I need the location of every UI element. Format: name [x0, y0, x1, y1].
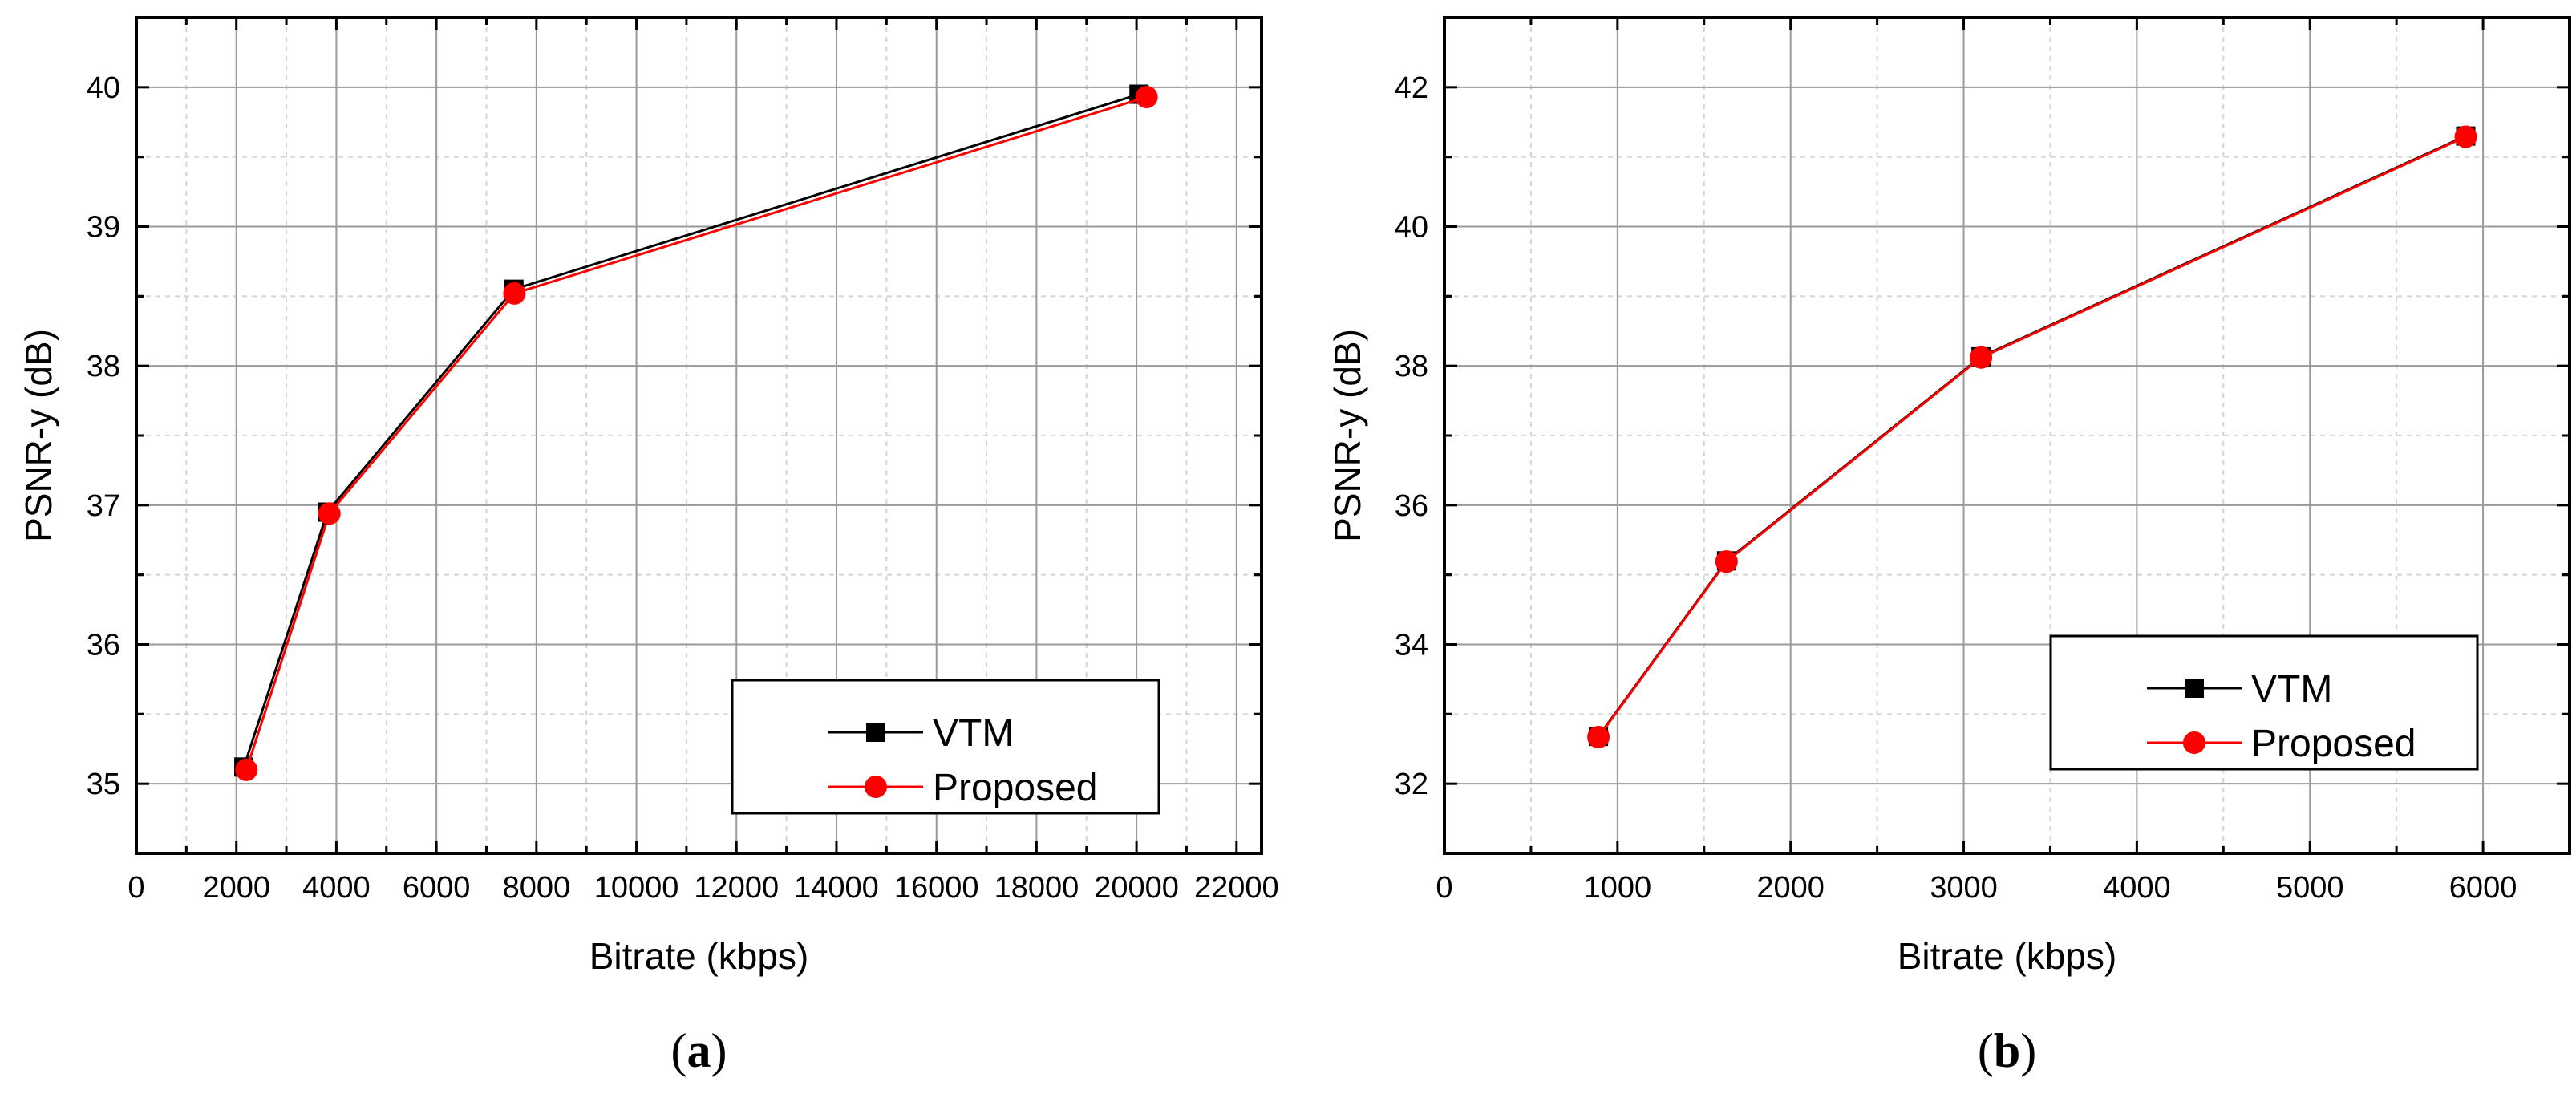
x-tick-label: 16000: [894, 871, 979, 905]
chart-a: 0 2000 4000 6000 8000 10000 12000 14000 16000 180…: [18, 18, 1279, 1077]
legend-label: Proposed: [933, 767, 1097, 809]
x-tick-label: 6000: [403, 871, 471, 905]
x-tick-label: 2000: [202, 871, 270, 905]
caption-open: (: [1978, 1024, 1994, 1077]
legend: VTM Proposed: [2051, 636, 2477, 769]
x-tick-label: 4000: [2103, 871, 2171, 905]
x-tick-label: 22000: [1194, 871, 1279, 905]
x-tick-label: 4000: [302, 871, 371, 905]
figure-caption: (a): [671, 1024, 727, 1077]
legend-marker-vtm: [867, 723, 885, 741]
data-point-proposed: [504, 283, 525, 304]
y-tick-label: 35: [87, 768, 120, 801]
x-axis-title: Bitrate (kbps): [1898, 935, 2117, 977]
y-tick-label: 34: [1395, 629, 1428, 662]
x-tick-label: 12000: [694, 871, 779, 905]
x-axis-title: Bitrate (kbps): [589, 935, 809, 977]
x-tick-label: 14000: [794, 871, 879, 905]
y-tick-label: 40: [1395, 211, 1428, 245]
x-tick-label: 10000: [594, 871, 679, 905]
x-tick-label: 0: [1436, 871, 1452, 905]
x-tick-label: 0: [128, 871, 144, 905]
caption-close: ): [711, 1024, 727, 1077]
y-tick-label: 40: [87, 71, 120, 105]
y-tick-label: 38: [87, 350, 120, 383]
data-point-proposed: [1588, 727, 1609, 748]
data-point-proposed: [1970, 347, 1991, 368]
x-tick-label: 3000: [1930, 871, 1998, 905]
legend: VTM Proposed: [732, 680, 1159, 813]
y-axis-title: PSNR-y (dB): [1326, 329, 1368, 542]
y-axis-title: PSNR-y (dB): [18, 329, 59, 542]
x-tick-label: 1000: [1584, 871, 1652, 905]
figure: 0 2000 4000 6000 8000 10000 12000 14000 16000 180…: [0, 0, 2576, 1094]
legend-marker-proposed: [2184, 732, 2205, 753]
legend-marker-vtm: [2185, 679, 2203, 697]
data-point-proposed: [2455, 126, 2476, 147]
data-point-proposed: [1716, 551, 1737, 572]
y-tick-label: 37: [87, 489, 120, 523]
caption-close: ): [2020, 1024, 2036, 1077]
series-line-proposed: [246, 97, 1146, 770]
x-tick-label: 6000: [2449, 871, 2517, 905]
series-line-vtm: [244, 95, 1139, 768]
y-tick-label: 39: [87, 211, 120, 245]
y-tick-label: 36: [1395, 489, 1428, 523]
caption-letter: a: [687, 1024, 711, 1077]
x-tick-label: 20000: [1094, 871, 1179, 905]
y-tick-label: 36: [87, 629, 120, 662]
legend-marker-proposed: [865, 776, 886, 797]
chart-b: 0 1000 2000 3000 4000 5000 6000 32 34 36 38 40 42 VTM…: [1326, 18, 2570, 1077]
caption-letter: b: [1994, 1024, 2020, 1077]
caption-open: (: [671, 1024, 687, 1077]
y-tick-label: 38: [1395, 350, 1428, 383]
x-tick-label: 2000: [1756, 871, 1825, 905]
legend-label: VTM: [933, 712, 1014, 755]
legend-label: VTM: [2251, 668, 2332, 711]
x-tick-label: 5000: [2276, 871, 2344, 905]
figure-caption: (b): [1978, 1024, 2036, 1077]
data-point-proposed: [1136, 87, 1157, 107]
x-tick-label: 18000: [994, 871, 1079, 905]
data-point-proposed: [319, 503, 340, 524]
y-tick-label: 32: [1395, 768, 1428, 801]
x-tick-label: 8000: [503, 871, 571, 905]
legend-label: Proposed: [2251, 723, 2416, 765]
y-tick-label: 42: [1395, 71, 1428, 105]
data-point-proposed: [236, 760, 257, 780]
